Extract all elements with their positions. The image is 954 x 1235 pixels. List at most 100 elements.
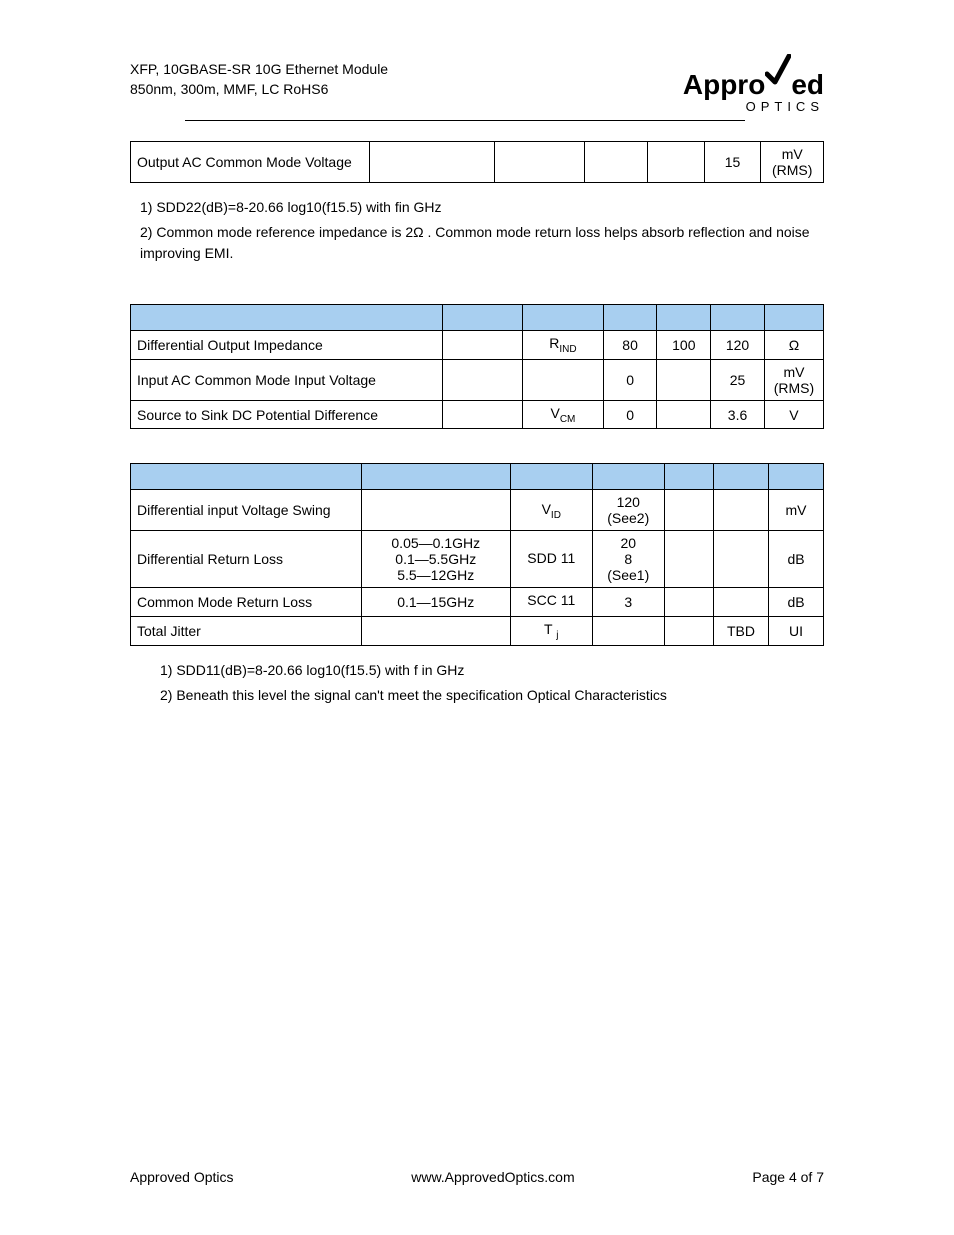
cell <box>664 617 714 646</box>
hdr-cell <box>603 304 657 330</box>
header-line2: 850nm, 300m, MMF, LC RoHS6 <box>130 80 388 100</box>
cell <box>714 531 769 588</box>
hdr-cell <box>657 304 711 330</box>
cell <box>657 400 711 429</box>
hdr-cell <box>764 304 823 330</box>
notes-3: 1) SDD11(dB)=8-20.66 log10(f15.5) with f… <box>130 660 824 706</box>
cell <box>369 141 494 182</box>
table-row: Output AC Common Mode Voltage 15 mV (RMS… <box>131 141 824 182</box>
cell <box>647 141 704 182</box>
header-line1: XFP, 10GBASE-SR 10G Ethernet Module <box>130 60 388 80</box>
footer-left: Approved Optics <box>130 1169 234 1185</box>
cell: mV (RMS) <box>761 141 824 182</box>
table-header-row <box>131 304 824 330</box>
hdr-cell <box>131 304 443 330</box>
symbol-cell: RIND <box>523 330 604 359</box>
cell <box>494 141 585 182</box>
cell <box>664 490 714 531</box>
cell: 25 <box>711 359 765 400</box>
cell: UI <box>769 617 824 646</box>
cell: dB <box>769 588 824 617</box>
cell <box>664 588 714 617</box>
hdr-cell <box>131 464 362 490</box>
hdr-cell <box>593 464 665 490</box>
param-cell: Output AC Common Mode Voltage <box>131 141 370 182</box>
cell <box>362 490 511 531</box>
cell <box>442 400 523 429</box>
header-text: XFP, 10GBASE-SR 10G Ethernet Module 850n… <box>130 60 388 99</box>
cell: 0 <box>603 400 657 429</box>
cell: 0.05—0.1GHz 0.1—5.5GHz 5.5—12GHz <box>362 531 511 588</box>
param-cell: Common Mode Return Loss <box>131 588 362 617</box>
cell <box>442 330 523 359</box>
param-cell: Total Jitter <box>131 617 362 646</box>
symbol-cell: VID <box>510 490 593 531</box>
param-cell: Differential Return Loss <box>131 531 362 588</box>
symbol-cell: SDD 11 <box>510 531 593 588</box>
page-header: XFP, 10GBASE-SR 10G Ethernet Module 850n… <box>130 60 824 112</box>
notes-1: 1) SDD22(dB)=8-20.66 log10(f15.5) with f… <box>130 197 824 264</box>
cell: mV <box>769 490 824 531</box>
symbol-cell: T j <box>510 617 593 646</box>
cell: 15 <box>704 141 761 182</box>
cell <box>657 359 711 400</box>
cell <box>664 531 714 588</box>
hdr-cell <box>664 464 714 490</box>
table-row: Differential input Voltage Swing VID 120… <box>131 490 824 531</box>
hdr-cell <box>510 464 593 490</box>
divider <box>185 120 745 121</box>
param-cell: Source to Sink DC Potential Difference <box>131 400 443 429</box>
cell: 3 <box>593 588 665 617</box>
symbol-cell: SCC 11 <box>510 588 593 617</box>
logo-brand: Appro <box>683 69 765 100</box>
footer-right: Page 4 of 7 <box>752 1169 824 1185</box>
table-row: Input AC Common Mode Input Voltage 0 25 … <box>131 359 824 400</box>
hdr-cell <box>523 304 604 330</box>
cell <box>714 490 769 531</box>
note: 1) SDD11(dB)=8-20.66 log10(f15.5) with f… <box>160 660 824 681</box>
logo-sub: OPTICS <box>683 101 824 112</box>
table-row: Source to Sink DC Potential Difference V… <box>131 400 824 429</box>
note: 2) Beneath this level the signal can't m… <box>160 685 824 706</box>
table-row: Differential Return Loss 0.05—0.1GHz 0.1… <box>131 531 824 588</box>
cell <box>714 588 769 617</box>
cell <box>362 617 511 646</box>
footer-mid: www.ApprovedOptics.com <box>234 1169 753 1185</box>
hdr-cell <box>711 304 765 330</box>
param-cell: Differential input Voltage Swing <box>131 490 362 531</box>
cell: 3.6 <box>711 400 765 429</box>
cell <box>593 617 665 646</box>
cell: V <box>764 400 823 429</box>
logo-brand2: ed <box>791 69 824 100</box>
cell: 0.1—15GHz <box>362 588 511 617</box>
check-icon <box>765 54 791 91</box>
logo: Approed OPTICS <box>683 60 824 112</box>
cell: 120 <box>711 330 765 359</box>
note: 2) Common mode reference impedance is 2Ω… <box>140 222 824 264</box>
hdr-cell <box>769 464 824 490</box>
cell <box>442 359 523 400</box>
table-impedance: Differential Output Impedance RIND 80 10… <box>130 304 824 430</box>
hdr-cell <box>362 464 511 490</box>
note: 1) SDD22(dB)=8-20.66 log10(f15.5) with f… <box>140 197 824 218</box>
cell: 120 (See2) <box>593 490 665 531</box>
cell: 100 <box>657 330 711 359</box>
symbol-cell: VCM <box>523 400 604 429</box>
symbol-cell <box>523 359 604 400</box>
cell: TBD <box>714 617 769 646</box>
hdr-cell <box>442 304 523 330</box>
table-input: Differential input Voltage Swing VID 120… <box>130 463 824 646</box>
page-footer: Approved Optics www.ApprovedOptics.com P… <box>130 1169 824 1185</box>
param-cell: Input AC Common Mode Input Voltage <box>131 359 443 400</box>
cell: dB <box>769 531 824 588</box>
table-output-ac: Output AC Common Mode Voltage 15 mV (RMS… <box>130 141 824 183</box>
cell: Ω <box>764 330 823 359</box>
cell: 0 <box>603 359 657 400</box>
hdr-cell <box>714 464 769 490</box>
param-cell: Differential Output Impedance <box>131 330 443 359</box>
table-row: Total Jitter T j TBD UI <box>131 617 824 646</box>
table-header-row <box>131 464 824 490</box>
cell: 80 <box>603 330 657 359</box>
cell: 20 8 (See1) <box>593 531 665 588</box>
cell <box>585 141 647 182</box>
